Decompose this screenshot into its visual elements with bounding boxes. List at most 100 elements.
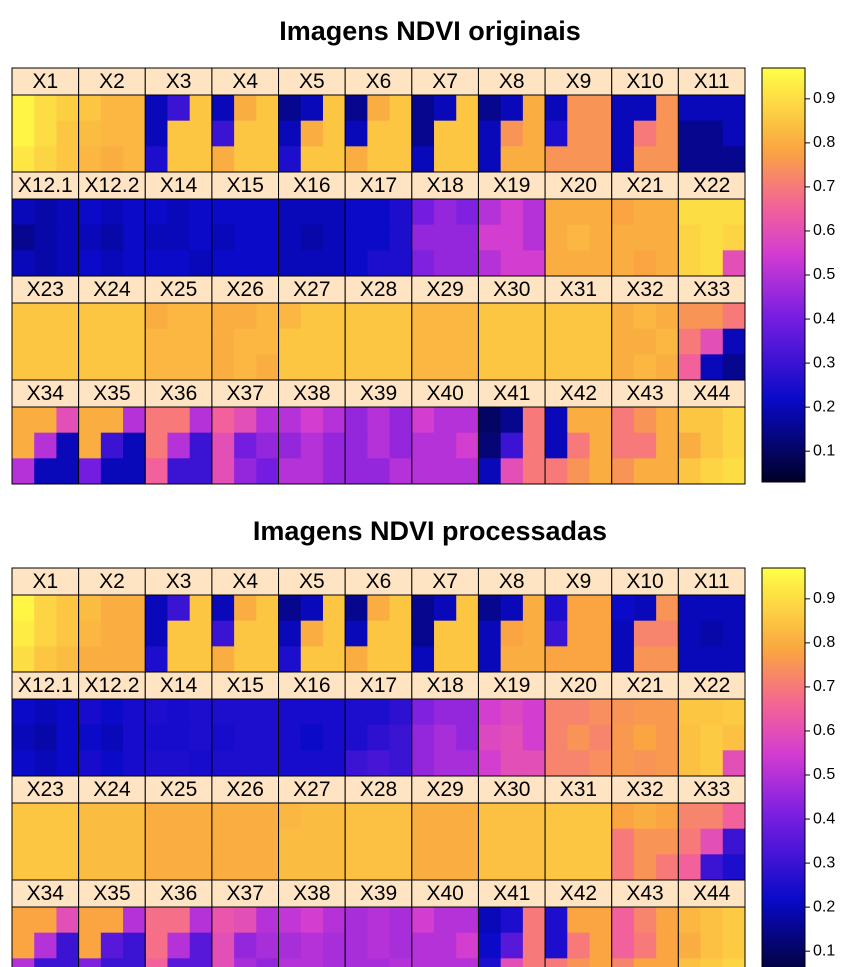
raster-cell xyxy=(279,854,302,880)
raster-cell xyxy=(212,407,235,433)
raster-cell xyxy=(56,121,79,147)
raster-cell xyxy=(12,699,35,725)
raster-cell xyxy=(12,750,35,776)
raster-cell xyxy=(656,199,679,225)
raster-cell xyxy=(345,225,368,251)
raster-cell xyxy=(234,407,257,433)
raster-cell xyxy=(234,854,257,880)
raster-cell xyxy=(501,95,524,121)
panel-label: X30 xyxy=(493,278,530,301)
raster-cell xyxy=(123,225,146,251)
raster-cell xyxy=(367,803,390,829)
raster-cell xyxy=(345,907,368,933)
raster-cell xyxy=(612,907,635,933)
raster-cell xyxy=(678,621,701,647)
raster-cell xyxy=(390,458,413,484)
raster-cell xyxy=(345,699,368,725)
raster-cell xyxy=(34,146,57,172)
raster-cell xyxy=(701,958,724,967)
raster-cell xyxy=(190,699,213,725)
raster-cell xyxy=(34,407,57,433)
raster-cell xyxy=(545,854,568,880)
panel-label: X14 xyxy=(160,174,198,197)
raster-cell xyxy=(545,725,568,751)
raster-cell xyxy=(234,803,257,829)
raster-cell xyxy=(12,621,35,647)
raster-cell xyxy=(79,958,102,967)
raster-cell xyxy=(656,121,679,147)
raster-cell xyxy=(523,854,546,880)
raster-cell xyxy=(656,407,679,433)
raster-cell xyxy=(478,433,501,459)
raster-cell xyxy=(723,458,746,484)
raster-cell xyxy=(367,458,390,484)
raster-cell xyxy=(545,225,568,251)
raster-cell xyxy=(234,458,257,484)
raster-cell xyxy=(523,933,546,959)
raster-cell xyxy=(234,95,257,121)
raster-cell xyxy=(212,146,235,172)
raster-cell xyxy=(123,329,146,355)
raster-cell xyxy=(190,646,213,672)
panel-label: X18 xyxy=(426,174,463,197)
raster-cell xyxy=(434,407,457,433)
raster-cell xyxy=(323,250,346,276)
raster-cell xyxy=(12,303,35,329)
raster-cell xyxy=(34,907,57,933)
raster-cell xyxy=(478,803,501,829)
raster-cell xyxy=(567,933,590,959)
raster-cell xyxy=(34,854,57,880)
raster-cell xyxy=(634,803,657,829)
colorbar-tick-label: 0.8 xyxy=(813,134,835,151)
raster-cell xyxy=(190,95,213,121)
raster-cell xyxy=(323,933,346,959)
raster-cell xyxy=(567,458,590,484)
raster-cell xyxy=(167,958,190,967)
raster-cell xyxy=(234,699,257,725)
raster-cell xyxy=(34,95,57,121)
raster-cell xyxy=(323,121,346,147)
raster-cell xyxy=(256,354,279,380)
raster-cell xyxy=(56,199,79,225)
raster-cell xyxy=(434,750,457,776)
raster-cell xyxy=(456,407,479,433)
raster-cell xyxy=(167,329,190,355)
raster-cell xyxy=(367,907,390,933)
raster-cell xyxy=(678,199,701,225)
raster-cell xyxy=(434,725,457,751)
raster-cell xyxy=(590,621,613,647)
raster-cell xyxy=(567,621,590,647)
raster-cell xyxy=(501,121,524,147)
raster-cell xyxy=(123,407,146,433)
raster-cell xyxy=(56,458,79,484)
raster-cell xyxy=(323,95,346,121)
raster-cell xyxy=(612,829,635,855)
raster-cell xyxy=(590,146,613,172)
raster-cell xyxy=(456,646,479,672)
panel-label: X44 xyxy=(693,882,731,905)
raster-cell xyxy=(390,803,413,829)
raster-cell xyxy=(567,958,590,967)
panel-label: X28 xyxy=(360,778,397,801)
raster-cell xyxy=(234,958,257,967)
panel-label: X41 xyxy=(493,382,530,405)
raster-cell xyxy=(145,458,168,484)
panel-label: X21 xyxy=(626,174,663,197)
raster-cell xyxy=(701,907,724,933)
raster-cell xyxy=(79,725,102,751)
raster-cell xyxy=(567,433,590,459)
raster-cell xyxy=(256,699,279,725)
raster-cell xyxy=(701,621,724,647)
raster-cell xyxy=(634,907,657,933)
raster-cell xyxy=(301,458,324,484)
raster-cell xyxy=(256,958,279,967)
raster-cell xyxy=(545,121,568,147)
raster-cell xyxy=(701,725,724,751)
raster-cell xyxy=(101,725,124,751)
raster-cell xyxy=(145,958,168,967)
raster-cell xyxy=(301,407,324,433)
panel-label: X9 xyxy=(566,70,592,93)
raster-cell xyxy=(301,225,324,251)
raster-cell xyxy=(345,646,368,672)
raster-cell xyxy=(634,303,657,329)
